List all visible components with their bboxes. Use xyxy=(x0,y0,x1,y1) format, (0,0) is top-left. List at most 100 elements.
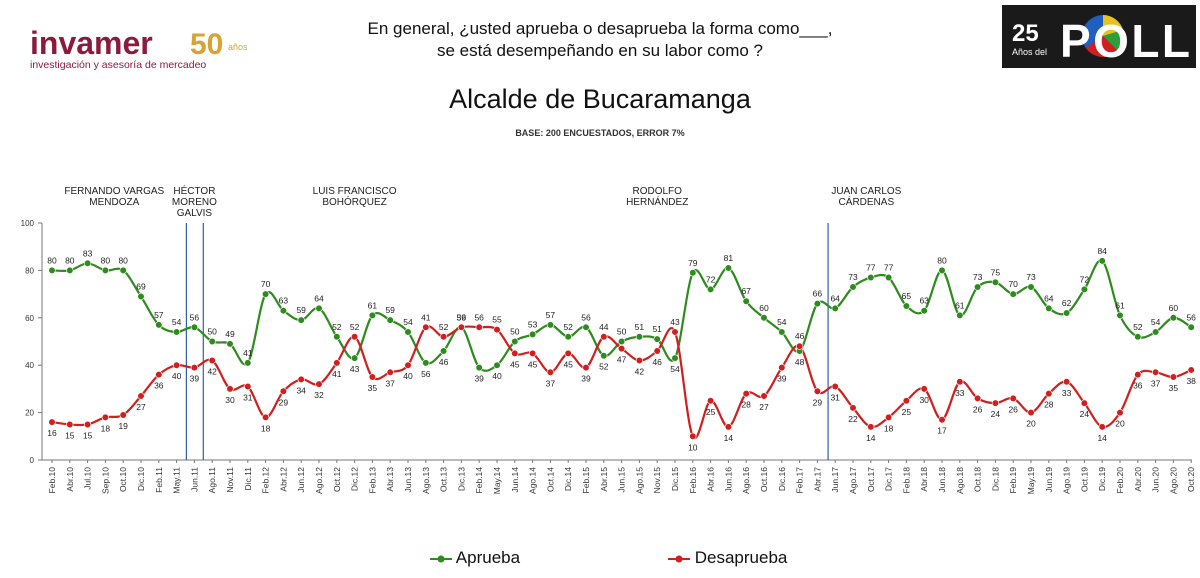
y-tick-label: 100 xyxy=(21,219,35,228)
x-tick-label: Feb.15 xyxy=(581,467,591,494)
disapprove-data-point xyxy=(1169,373,1177,381)
approve-data-point xyxy=(920,307,928,315)
x-tick-label: Dic.10 xyxy=(136,467,146,491)
x-tick-label: Ago.19 xyxy=(1062,467,1072,494)
x-tick-label: Ago.14 xyxy=(528,467,538,494)
disapprove-data-point xyxy=(813,387,822,395)
approve-data-label: 51 xyxy=(635,322,645,332)
approve-data-label: 61 xyxy=(368,300,378,310)
disapprove-data-point xyxy=(1187,366,1195,374)
y-tick-label: 20 xyxy=(25,409,34,418)
disapprove-data-point xyxy=(635,356,644,365)
disapprove-data-point xyxy=(440,333,448,341)
disapprove-data-label: 39 xyxy=(457,312,467,322)
disapprove-data-label: 18 xyxy=(261,423,271,433)
approve-data-label: 39 xyxy=(474,374,484,384)
approve-data-point xyxy=(155,321,163,329)
disapprove-data-label: 15 xyxy=(83,430,93,440)
x-tick-label: Ago.15 xyxy=(634,467,644,494)
approve-data-label: 72 xyxy=(1080,274,1090,284)
approve-data-point xyxy=(778,328,786,336)
approve-data-point xyxy=(66,266,74,275)
disapprove-data-point xyxy=(689,432,697,440)
approve-data-point xyxy=(119,266,127,275)
disapprove-data-label: 37 xyxy=(546,378,556,388)
disapprove-data-label: 41 xyxy=(332,369,342,379)
disapprove-data-point xyxy=(173,361,181,369)
disapprove-data-label: 34 xyxy=(296,385,306,395)
approve-data-point xyxy=(1169,314,1177,322)
disapprove-data-label: 30 xyxy=(919,395,929,405)
approve-data-point xyxy=(991,278,1000,286)
x-tick-label: Feb.16 xyxy=(688,467,698,494)
chart-title: Alcalde de Bucaramanga xyxy=(449,84,751,114)
disapprove-data-point xyxy=(1027,409,1035,417)
disapprove-data-point xyxy=(1009,394,1017,402)
approve-data-label: 40 xyxy=(492,371,502,381)
approve-data-point xyxy=(546,321,555,329)
disapprove-data-point xyxy=(493,326,501,334)
approve-data-label: 51 xyxy=(652,324,662,334)
approve-data-point xyxy=(1080,285,1088,293)
disapprove-data-point xyxy=(564,349,572,357)
approve-data-label: 73 xyxy=(1026,272,1036,282)
approve-data-point xyxy=(1187,323,1195,331)
approve-data-label: 80 xyxy=(118,255,128,265)
mayor-name-label: LUIS FRANCISCO xyxy=(313,186,397,197)
disapprove-data-point xyxy=(457,323,466,331)
approve-data-label: 46 xyxy=(439,357,449,367)
mayor-name-label: HERNÁNDEZ xyxy=(626,195,688,208)
x-tick-label: Ago.13 xyxy=(421,467,431,494)
disapprove-data-point xyxy=(1151,368,1160,376)
poll-caption: Años del xyxy=(1012,47,1047,57)
approve-data-point xyxy=(742,297,750,305)
x-tick-label: Dic.11 xyxy=(243,467,253,491)
approve-data-label: 69 xyxy=(136,281,146,291)
x-tick-label: Feb.20 xyxy=(1115,467,1125,494)
approve-data-label: 54 xyxy=(1151,317,1161,327)
approve-data-point xyxy=(368,311,377,320)
approve-data-label: 56 xyxy=(1186,312,1196,322)
disapprove-data-label: 39 xyxy=(190,374,200,384)
pie-chart-icon xyxy=(1082,15,1124,58)
disapprove-data-point xyxy=(244,382,252,391)
disapprove-data-label: 31 xyxy=(830,393,840,403)
x-tick-label: Oct.18 xyxy=(973,467,983,492)
x-tick-label: Feb.17 xyxy=(795,467,805,494)
x-tick-label: Abr.15 xyxy=(599,467,609,492)
disapprove-data-label: 20 xyxy=(1026,419,1036,429)
approve-data-point xyxy=(653,335,661,343)
approve-data-point xyxy=(600,352,608,360)
disapprove-data-point xyxy=(404,361,412,369)
approve-data-label: 57 xyxy=(154,310,164,320)
legend-label-aprueba: Aprueba xyxy=(455,548,521,567)
x-tick-label: Abr.16 xyxy=(706,467,716,492)
approve-data-label: 67 xyxy=(741,286,751,296)
approve-data-point xyxy=(849,283,857,291)
approve-data-point xyxy=(190,323,198,331)
x-tick-label: Ago.18 xyxy=(955,467,965,494)
disapprove-data-point xyxy=(1116,409,1124,417)
disapprove-data-point xyxy=(315,380,323,388)
disapprove-data-label: 42 xyxy=(635,366,645,376)
disapprove-data-point xyxy=(1080,399,1088,407)
mayor-name-label: MENDOZA xyxy=(89,197,139,208)
x-tick-label: Oct.19 xyxy=(1079,467,1089,492)
disapprove-data-label: 18 xyxy=(884,423,894,433)
approve-data-label: 52 xyxy=(332,322,342,332)
disapprove-data-point xyxy=(956,378,964,386)
x-tick-label: Oct.16 xyxy=(759,467,769,492)
disapprove-data-label: 41 xyxy=(421,312,431,322)
disapprove-data-point xyxy=(617,345,626,353)
approve-data-point xyxy=(101,266,109,275)
brand-tagline: investigación y asesoría de mercadeo xyxy=(30,59,206,71)
mayor-name-label: JUAN CARLOS xyxy=(831,186,901,197)
disapprove-data-point xyxy=(991,399,1000,407)
approve-data-label: 80 xyxy=(937,255,947,265)
x-tick-label: Ago.20 xyxy=(1168,467,1178,494)
disapprove-data-point xyxy=(795,342,804,350)
x-tick-label: Jun.16 xyxy=(723,467,733,493)
approve-data-label: 83 xyxy=(83,248,93,258)
approve-data-point xyxy=(813,299,822,308)
approve-data-label: 66 xyxy=(813,289,823,299)
